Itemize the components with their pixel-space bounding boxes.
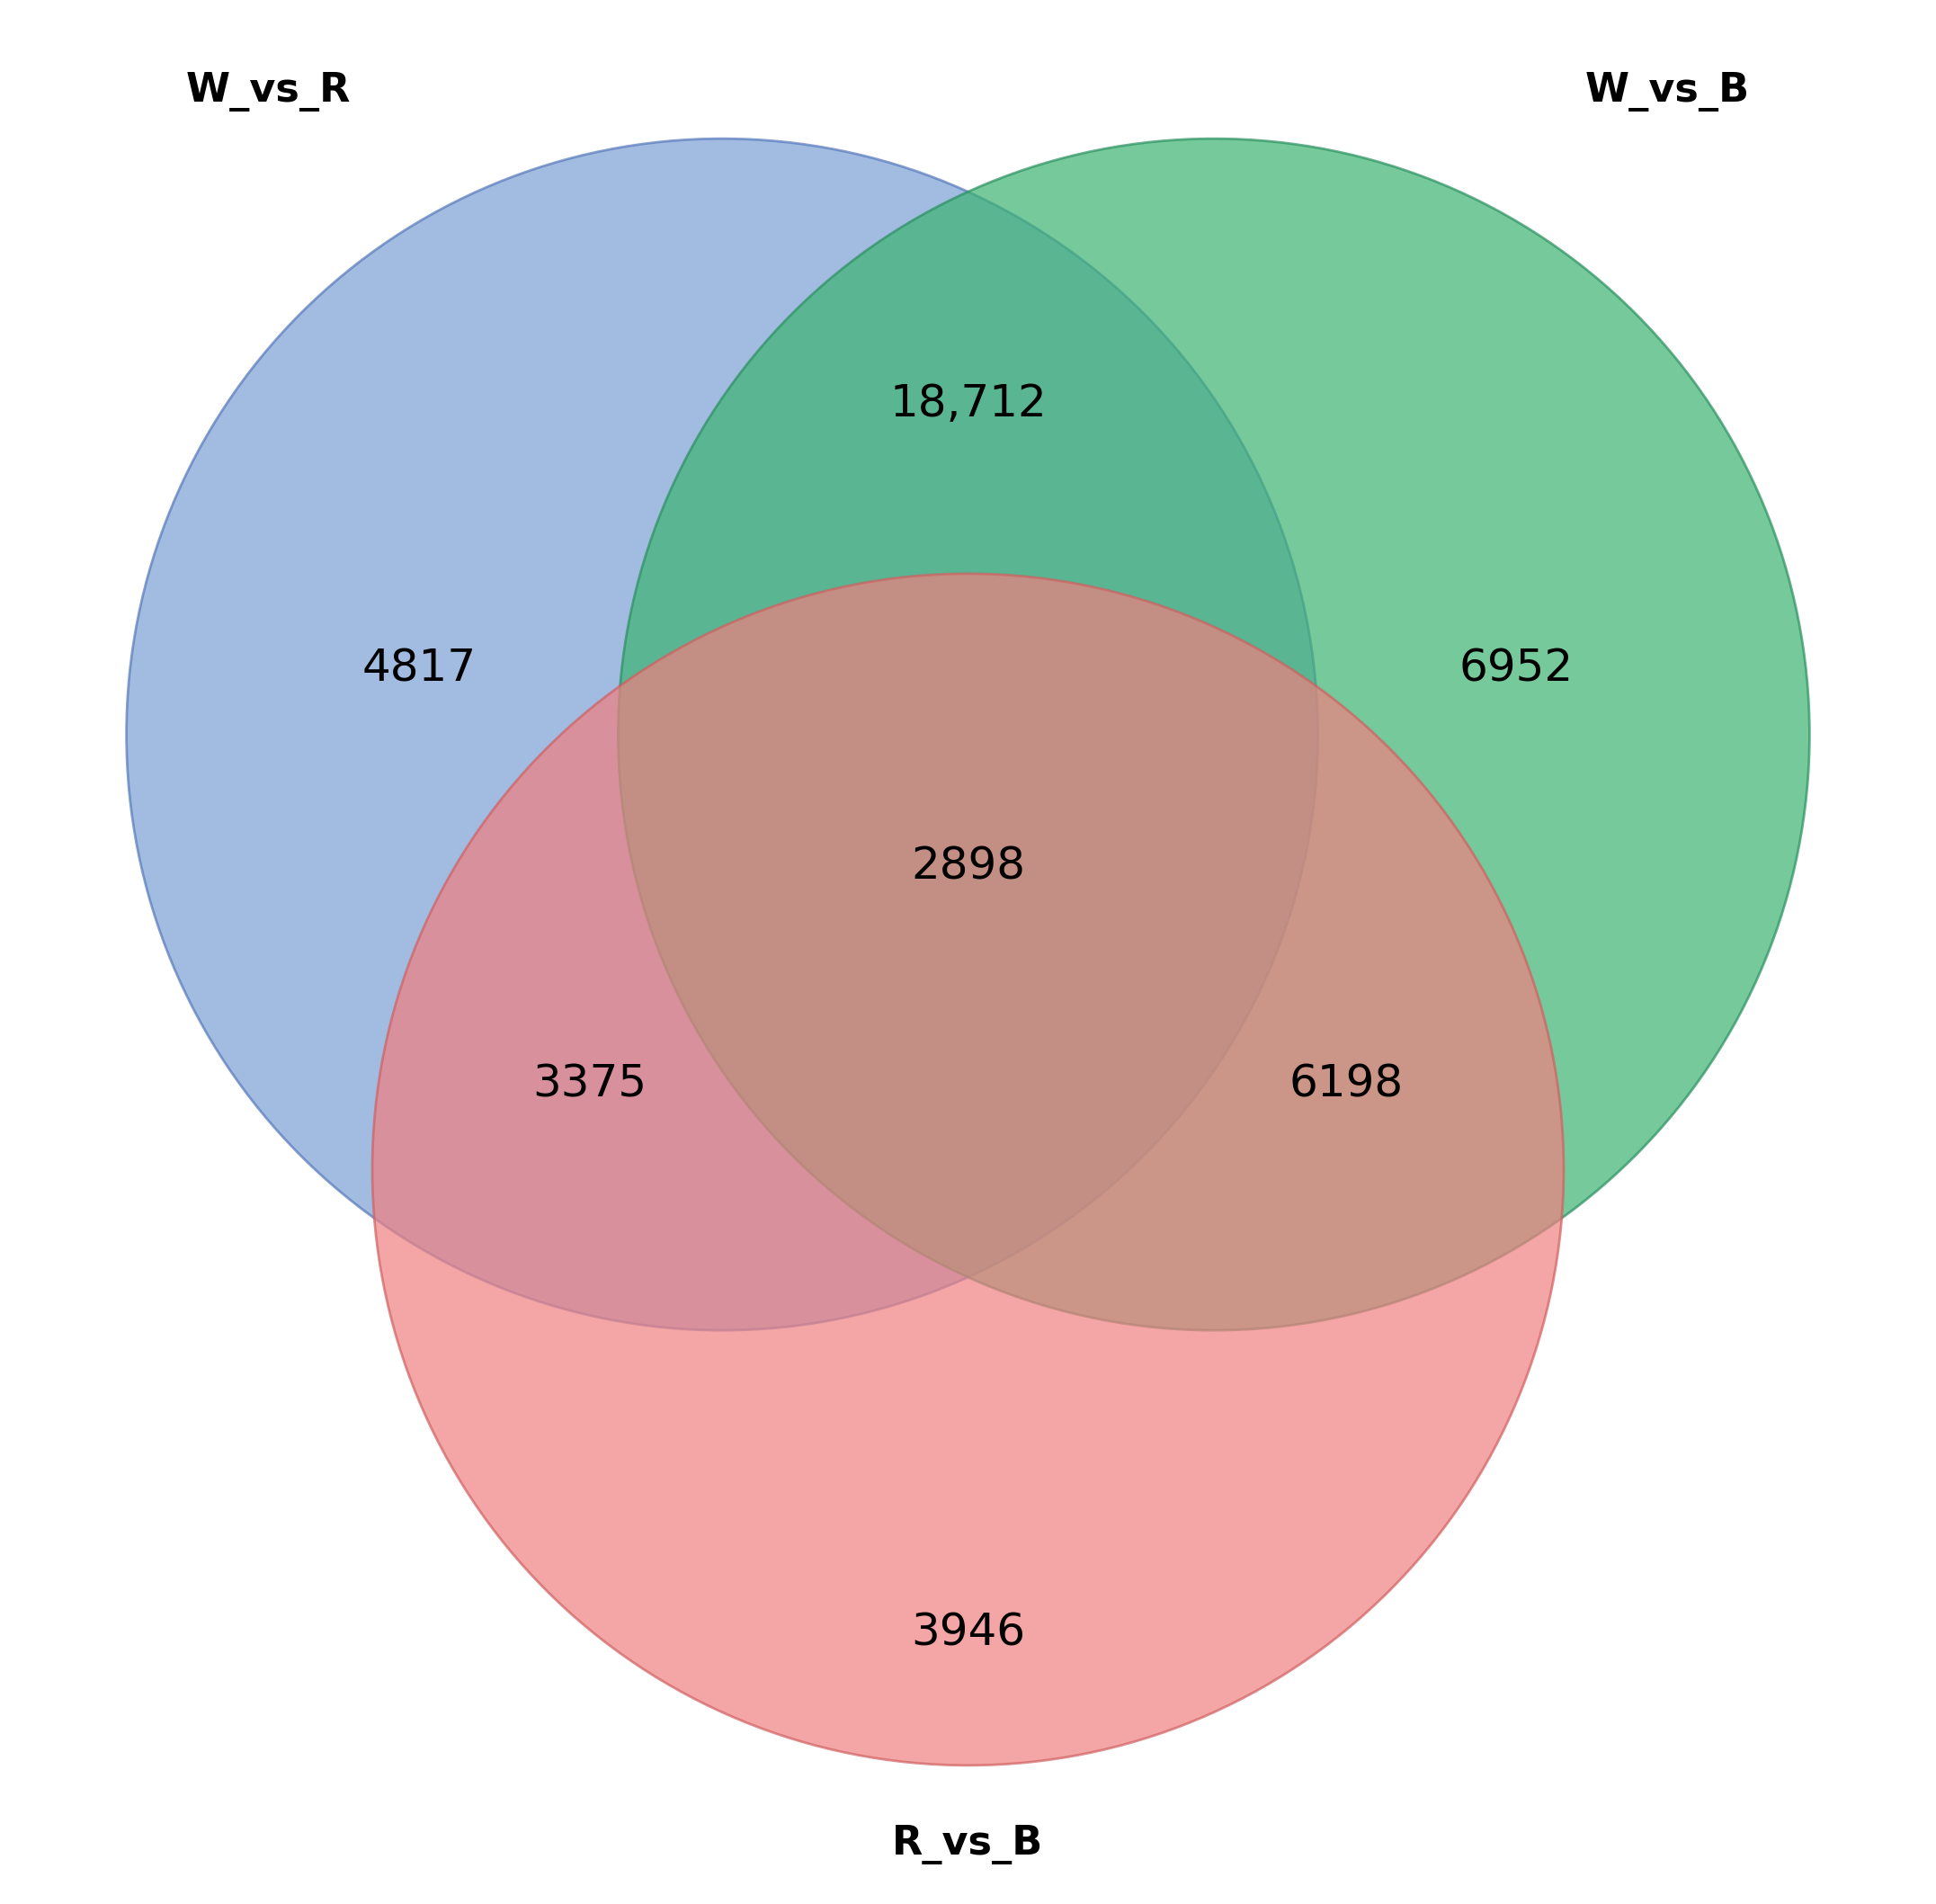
Text: 6198: 6198: [1289, 1062, 1404, 1106]
Text: 3946: 3946: [910, 1611, 1026, 1655]
Circle shape: [372, 573, 1564, 1765]
Text: 3375: 3375: [532, 1062, 647, 1106]
Text: 2898: 2898: [912, 845, 1024, 889]
Circle shape: [126, 139, 1318, 1331]
Text: 4817: 4817: [362, 647, 476, 689]
Text: 18,712: 18,712: [889, 383, 1047, 425]
Text: R_vs_B: R_vs_B: [892, 1826, 1044, 1864]
Text: W_vs_R: W_vs_R: [186, 72, 350, 110]
Text: 6952: 6952: [1460, 647, 1574, 689]
Text: W_vs_B: W_vs_B: [1586, 72, 1750, 110]
Circle shape: [618, 139, 1810, 1331]
